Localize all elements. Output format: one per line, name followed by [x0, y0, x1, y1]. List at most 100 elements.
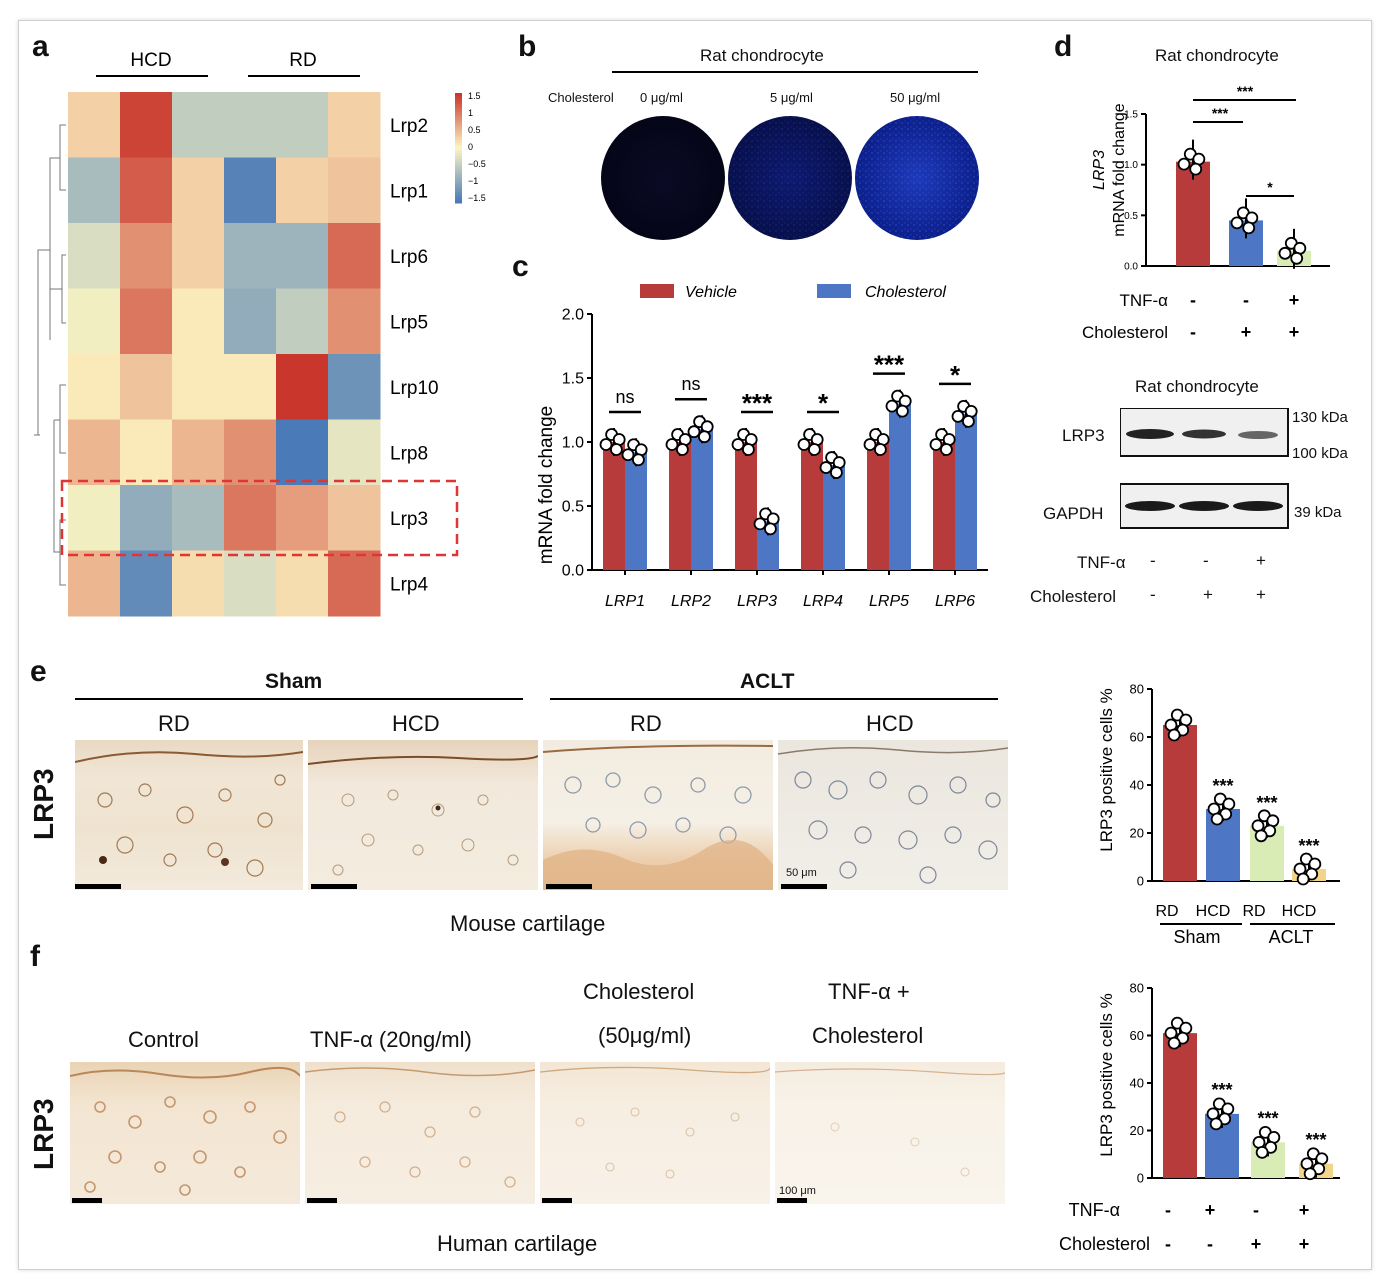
data-point [1167, 1036, 1181, 1050]
f-label-combo-1: TNF-α + [828, 979, 910, 1004]
data-point [1296, 872, 1310, 886]
heatmap-cell [276, 157, 329, 224]
significance-label: ns [615, 387, 634, 407]
sig-d-3: * [1267, 179, 1273, 195]
heatmap-row-label: Lrp1 [390, 181, 428, 202]
heatmap-cell [328, 288, 381, 355]
row-mark-f: - [1253, 1200, 1259, 1220]
heatmap-group-rd: RD [289, 50, 316, 71]
micrograph-tnf [305, 1062, 535, 1204]
heatmap-cell [68, 354, 121, 420]
y-tick-label: 80 [1130, 981, 1144, 996]
y-tick-label: 1.0 [1124, 160, 1138, 171]
bar-vehicle [735, 442, 757, 570]
panel-d-title: Rat chondrocyte [1155, 46, 1279, 65]
heatmap-cell [120, 288, 173, 355]
western-blot [1120, 408, 1289, 529]
row-mark-d: + [1241, 322, 1252, 342]
panel-b-title: Rat chondrocyte [700, 46, 824, 65]
data-point [895, 404, 909, 418]
chart-d-ylabel: LRP3 [1091, 150, 1108, 190]
data-point [621, 448, 635, 462]
x-tick-label: LRP2 [671, 593, 711, 610]
chart-d: LRP3 mRNA fold change 0.00.51.01.5 *****… [1082, 83, 1330, 342]
bar-f [1163, 1033, 1197, 1178]
heatmap-cell [328, 419, 381, 486]
e-sub-rd-1: RD [158, 711, 190, 736]
chart-f-ylabel: LRP3 positive cells % [1097, 993, 1116, 1156]
significance-label: * [950, 360, 961, 390]
heatmap-cell [276, 354, 329, 420]
wb-mark-tnf-3: + [1256, 551, 1266, 570]
heatmap-legend-tick: 0.5 [468, 125, 481, 135]
y-tick-label: 60 [1130, 1028, 1144, 1043]
legend-label-vehicle: Vehicle [685, 284, 737, 301]
heatmap-legend-tick: 1 [468, 108, 473, 118]
row-mark-f: + [1299, 1200, 1310, 1220]
heatmap-cell [68, 419, 121, 486]
significance-label: * [818, 388, 829, 418]
wb-mark-chol-1: - [1150, 585, 1156, 604]
scalebar-e-3 [546, 884, 592, 889]
heatmap-row-label: Lrp3 [390, 509, 428, 530]
heatmap-cell [328, 223, 381, 289]
dish-0-ugml [601, 116, 725, 240]
heatmap-cell [276, 92, 329, 158]
scalebar-e-4 [781, 884, 827, 889]
dose-0: 0 μg/ml [640, 90, 683, 105]
panel-letter-a: a [32, 30, 49, 63]
group-aclt: ACLT [740, 670, 795, 693]
western-title: Rat chondrocyte [1135, 377, 1259, 396]
heatmap-cell [120, 485, 173, 551]
heatmap-cell [120, 157, 173, 224]
heatmap-cell [172, 288, 225, 355]
scalebar-e-2 [311, 884, 357, 889]
chart-c: Vehicle Cholesterol 0.0 0.5 1.0 1.5 2.0 ns LR… [536, 284, 988, 610]
bar-vehicle [669, 442, 691, 570]
heatmap-cell [224, 157, 277, 224]
x-tick-label: LRP4 [803, 593, 843, 610]
data-point [675, 443, 689, 456]
heatmap-cell [172, 485, 225, 551]
e-sub-rd-2: RD [630, 711, 662, 736]
dose-50: 50 μg/ml [890, 90, 941, 105]
heatmap-legend-tick: −1 [468, 176, 478, 186]
data-point [829, 466, 843, 479]
data-point [929, 438, 943, 451]
x-tick-label: LRP5 [869, 593, 909, 610]
heatmap-cell [120, 354, 173, 420]
rule-aclt [550, 698, 998, 700]
data-point [610, 443, 623, 456]
y-tick-label: 0 [1137, 874, 1144, 889]
row-mark-f: - [1207, 1234, 1213, 1254]
heatmap-cell [276, 419, 329, 486]
bar-vehicle [867, 442, 889, 570]
f-label-chol-2: (50μg/ml) [598, 1023, 692, 1048]
heatmap-dendrogram [34, 124, 66, 586]
row-label-d: Cholesterol [1082, 323, 1168, 342]
group-sham: Sham [265, 670, 323, 693]
panel-b-row-label: Cholesterol [548, 90, 614, 105]
band-gapdh-2 [1179, 501, 1229, 511]
sig-f: *** [1211, 1080, 1232, 1100]
heatmap-cell [68, 485, 121, 551]
data-point [753, 517, 767, 531]
heatmap-legend-tick: −0.5 [468, 159, 486, 169]
data-point [1242, 221, 1256, 235]
heatmap-cell [120, 419, 173, 486]
heatmap-cell [276, 288, 329, 355]
data-point [863, 438, 877, 451]
x-label-e: HCD [1196, 903, 1231, 920]
heatmap-cell [68, 157, 121, 224]
panel-letter-b: b [518, 30, 537, 63]
heatmap-cell [224, 419, 277, 486]
row-mark-f: + [1299, 1234, 1310, 1254]
x-label-e: HCD [1282, 903, 1317, 920]
chart-e-ylabel: LRP3 positive cells % [1097, 688, 1116, 851]
sig-e: *** [1256, 793, 1277, 813]
heatmap-row-label: Lrp8 [390, 443, 428, 464]
data-point [1209, 1117, 1223, 1131]
band-lrp3-1 [1126, 429, 1174, 439]
heatmap-cell [276, 550, 329, 617]
y-tick-label: 2.0 [562, 307, 584, 324]
